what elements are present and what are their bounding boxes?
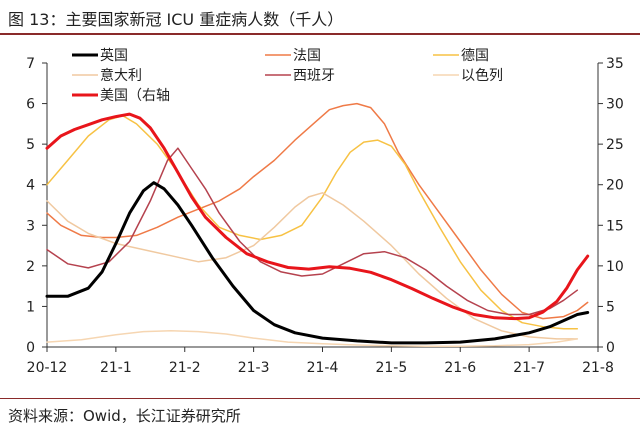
- source-divider: [0, 398, 640, 399]
- series-line: [46, 114, 579, 330]
- figure-title: 图 13：主要国家新冠 ICU 重症病人数（千人）: [8, 10, 344, 29]
- legend-label: 德国: [461, 48, 489, 64]
- y-left-tick-label: 0: [26, 340, 35, 356]
- y-left-tick-label: 2: [26, 259, 35, 275]
- y-right-tick-label: 10: [606, 259, 624, 275]
- y-left-tick-label: 4: [26, 178, 35, 194]
- legend-label: 以色列: [461, 67, 503, 84]
- chart-series-lines: [45, 102, 590, 347]
- y-right-tick-label: 35: [606, 56, 624, 72]
- legend-label: 意大利: [100, 67, 142, 84]
- series-line: [46, 102, 589, 320]
- x-tick-label: 21-1: [100, 360, 132, 376]
- y-left-tick-label: 6: [26, 97, 35, 113]
- x-tick-label: 21-6: [444, 360, 476, 376]
- x-tick-label: 20-12: [27, 360, 68, 376]
- series-line: [45, 181, 590, 345]
- legend-label: 美国（右轴: [100, 88, 170, 104]
- y-right-tick-label: 20: [606, 178, 624, 194]
- legend-label: 西班牙: [293, 68, 335, 84]
- y-right-tick-label: 5: [606, 299, 615, 315]
- x-tick-label: 21-2: [169, 360, 201, 376]
- series-line: [46, 147, 579, 316]
- x-tick-label: 21-4: [307, 360, 339, 376]
- chart-axes: 0 1 2 3 4 5 6 7 0 5 10 15 20 25 30 35 20-12 21-1 21-2 21-3 2…: [26, 56, 624, 376]
- legend-label: 英国: [100, 47, 128, 64]
- series-line: [46, 330, 579, 347]
- x-tick-label: 21-8: [582, 360, 614, 376]
- x-tick-label: 21-7: [513, 360, 545, 376]
- y-right-tick-label: 0: [606, 340, 615, 356]
- y-right-tick-label: 25: [606, 137, 624, 153]
- y-left-tick-label: 3: [26, 218, 35, 234]
- y-left-tick-label: 7: [26, 56, 35, 72]
- series-line: [45, 112, 590, 321]
- title-divider: [0, 33, 640, 35]
- y-left-tick-label: 1: [26, 299, 35, 315]
- y-right-tick-label: 30: [606, 97, 624, 113]
- source-note: 资料来源：Owid，长江证券研究所: [8, 407, 241, 425]
- y-right-tick-label: 15: [606, 218, 624, 234]
- series-line: [46, 192, 579, 340]
- x-tick-label: 21-5: [375, 360, 407, 376]
- legend-label: 法国: [293, 48, 321, 64]
- y-left-tick-label: 5: [26, 137, 35, 153]
- icu-line-chart: 0 1 2 3 4 5 6 7 0 5 10 15 20 25 30 35 20-12 21-1 21-2 21-3 2…: [26, 47, 624, 376]
- x-tick-label: 21-3: [238, 360, 270, 376]
